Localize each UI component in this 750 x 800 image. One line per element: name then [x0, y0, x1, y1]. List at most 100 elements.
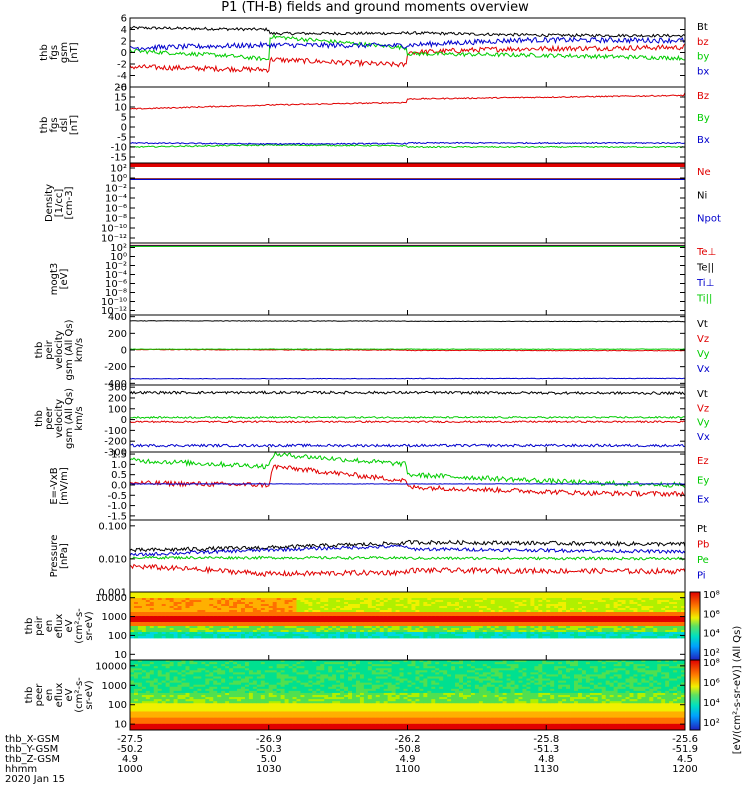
- heatmap-cell: [272, 703, 278, 706]
- heatmap-cell: [221, 678, 226, 681]
- heatmap-cell: [387, 616, 393, 619]
- heatmap-cell: [459, 620, 464, 623]
- heatmap-cell: [252, 707, 258, 710]
- heatmap-cell: [609, 604, 615, 607]
- heatmap-cell: [185, 608, 190, 611]
- heatmap-cell: [367, 624, 373, 627]
- heatmap-cell: [256, 692, 262, 696]
- heatmap-cell: [387, 626, 393, 629]
- heatmap-cell: [344, 592, 349, 595]
- heatmap-cell: [237, 636, 242, 639]
- heatmap-cell: [657, 602, 662, 605]
- heatmap-cell: [244, 616, 250, 619]
- heatmap-cell: [130, 721, 135, 725]
- heatmap-cell: [225, 705, 230, 708]
- heatmap-cell: [288, 703, 293, 706]
- heatmap-cell: [276, 705, 282, 708]
- heatmap-cell: [133, 630, 139, 633]
- heatmap-cell: [130, 697, 135, 700]
- heatmap-cell: [502, 620, 507, 623]
- heatmap-cell: [336, 632, 341, 635]
- heatmap-cell: [193, 632, 198, 635]
- heatmap-cell: [241, 670, 246, 673]
- heatmap-cell: [177, 688, 182, 692]
- heatmap-cell: [621, 620, 626, 623]
- heatmap-cell: [181, 715, 186, 719]
- heatmap-cell: [348, 602, 353, 605]
- heatmap-cell: [149, 721, 155, 725]
- heatmap-cell: [161, 664, 167, 667]
- heatmap-cell: [562, 618, 567, 621]
- heatmap-cell: [681, 636, 686, 639]
- heatmap-cell: [673, 592, 678, 595]
- heatmap-cell: [482, 606, 488, 609]
- heatmap-cell: [435, 626, 440, 629]
- heatmap-cell: [320, 618, 325, 621]
- heatmap-cell: [280, 695, 285, 698]
- heatmap-cell: [169, 697, 174, 700]
- heatmap-cell: [677, 604, 682, 607]
- heatmap-cell: [581, 622, 587, 625]
- heatmap-cell: [225, 668, 230, 671]
- heatmap-cell: [419, 626, 424, 629]
- heatmap-cell: [478, 604, 484, 607]
- heatmap-cell: [518, 606, 523, 609]
- heatmap-cell: [193, 630, 198, 633]
- heatmap-cell: [344, 602, 349, 605]
- heatmap-cell: [558, 592, 563, 595]
- heatmap-cell: [213, 684, 218, 688]
- heatmap-cell: [534, 592, 539, 595]
- heatmap-cell: [217, 660, 222, 663]
- heatmap-cell: [173, 676, 178, 679]
- heatmap-cell: [391, 594, 396, 597]
- heatmap-cell: [276, 723, 282, 727]
- heatmap-cell: [145, 634, 151, 637]
- heatmap-cell: [387, 596, 393, 599]
- heatmap-cell: [145, 632, 151, 635]
- heatmap-cell: [340, 598, 345, 601]
- heatmap-cell: [272, 709, 278, 712]
- heatmap-cell: [375, 614, 381, 617]
- heatmap-cell: [189, 719, 194, 723]
- heatmap-cell: [522, 594, 527, 597]
- heatmap-cell: [673, 608, 678, 611]
- y-axis-label: mogt3: [49, 263, 60, 296]
- heatmap-cell: [447, 620, 452, 623]
- heatmap-cell: [241, 680, 246, 684]
- heatmap-cell: [276, 672, 282, 675]
- heatmap-cell: [526, 614, 531, 617]
- heatmap-cell: [288, 723, 293, 727]
- heatmap-cell: [197, 630, 202, 633]
- heatmap-cell: [403, 618, 408, 621]
- heatmap-cell: [248, 670, 254, 673]
- heatmap-cell: [225, 616, 230, 619]
- heatmap-cell: [137, 596, 143, 599]
- heatmap-cell: [284, 610, 289, 613]
- heatmap-cell: [248, 707, 254, 710]
- heatmap-cell: [165, 602, 171, 605]
- heatmap-cell: [486, 612, 492, 615]
- heatmap-cell: [209, 608, 214, 611]
- heatmap-cell: [534, 636, 539, 639]
- heatmap-cell: [649, 608, 654, 611]
- heatmap-cell: [423, 612, 428, 615]
- heatmap-cell: [605, 628, 611, 631]
- heatmap-cell: [375, 592, 381, 595]
- heatmap-cell: [256, 630, 262, 633]
- heatmap-cell: [244, 612, 250, 615]
- heatmap-cell: [296, 620, 301, 623]
- heatmap-cell: [189, 596, 194, 599]
- heatmap-cell: [316, 622, 321, 625]
- heatmap-cell: [229, 630, 234, 633]
- heatmap-cell: [344, 630, 349, 633]
- heatmap-cell: [340, 608, 345, 611]
- heatmap-cell: [185, 606, 190, 609]
- heatmap-cell: [288, 632, 293, 635]
- heatmap-cell: [272, 672, 278, 675]
- heatmap-cell: [617, 602, 622, 605]
- series-line-Vz: [129, 420, 686, 424]
- heatmap-cell: [383, 602, 389, 605]
- heatmap-cell: [637, 630, 642, 633]
- heatmap-cell: [213, 668, 218, 671]
- heatmap-cell: [248, 600, 254, 603]
